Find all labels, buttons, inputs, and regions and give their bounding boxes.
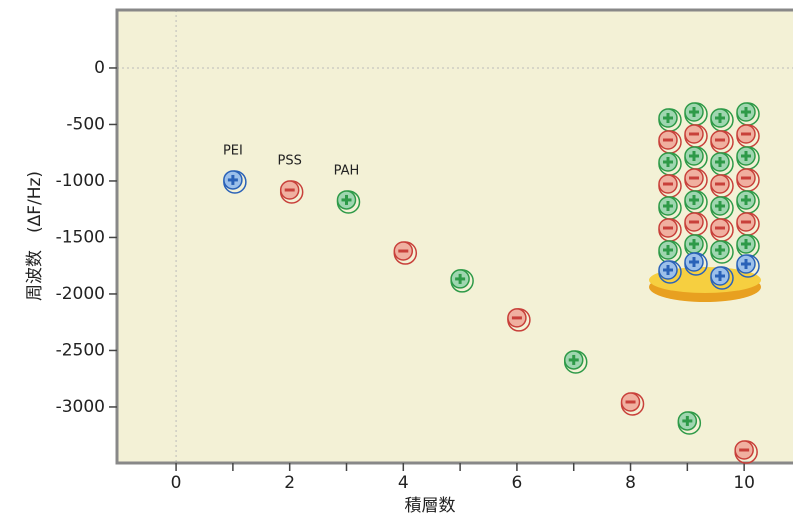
x-axis-label: 積層数 [405,496,456,516]
series-label: PEI [223,143,243,158]
x-tick-label: 6 [512,473,523,493]
x-tick-label: 2 [284,473,295,493]
y-tick-label: -1500 [56,227,105,247]
layer-illustration [649,102,761,302]
x-tick-label: 4 [398,473,409,493]
x-tick-label: 0 [171,473,182,493]
point [563,350,588,374]
point [677,411,702,435]
y-tick-label: -1000 [56,171,105,191]
point [734,440,758,464]
point [450,269,474,293]
y-tick-label: -2500 [56,340,105,360]
series-label: PAH [334,163,360,178]
point [507,308,531,332]
y-tick-label: 0 [94,58,105,78]
point [336,190,361,214]
y-tick-label: -500 [66,114,105,134]
y-axis-label: 周波数 (ΔF/Hz) [25,171,45,301]
point [223,170,247,194]
plot-area [117,10,793,463]
axis-frame [115,8,793,465]
y-tick-label: -2000 [56,284,105,304]
y-tick-label: -3000 [56,397,105,417]
x-tick-label: 10 [733,473,755,493]
point [620,392,645,416]
x-tick-label: 8 [625,473,636,493]
series-label: PSS [278,154,302,169]
point [279,180,304,204]
point [393,241,418,265]
